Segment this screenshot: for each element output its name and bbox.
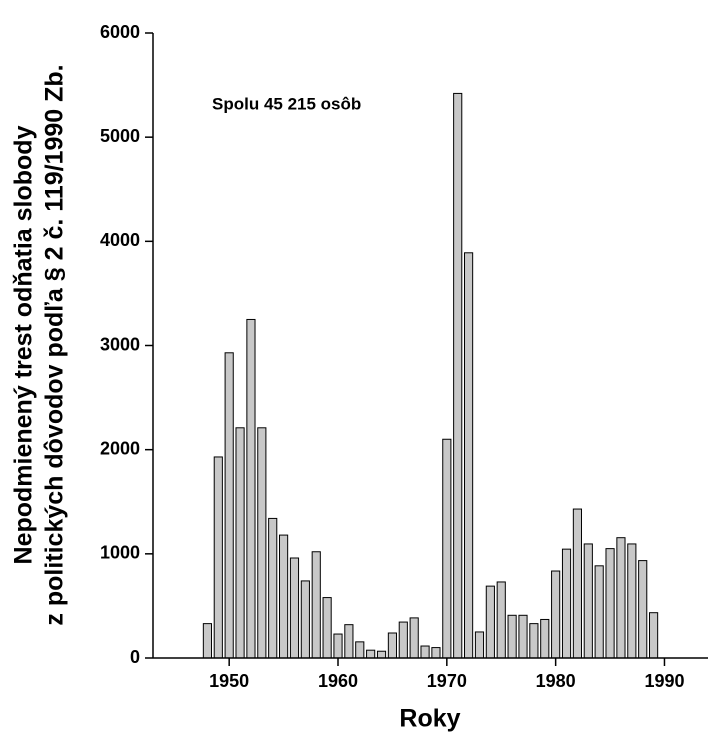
bar bbox=[551, 570, 561, 659]
bar bbox=[442, 438, 452, 659]
x-tick-label: 1960 bbox=[318, 671, 358, 691]
bar bbox=[420, 645, 430, 659]
bar bbox=[431, 647, 441, 659]
y-tick-label: 1000 bbox=[100, 543, 140, 563]
bar bbox=[507, 614, 517, 659]
bar bbox=[605, 548, 615, 659]
bar bbox=[518, 614, 528, 659]
bar bbox=[289, 557, 300, 659]
bar bbox=[409, 617, 419, 659]
bar bbox=[322, 597, 332, 659]
bar bbox=[638, 560, 648, 659]
bar bbox=[453, 92, 463, 659]
bar bbox=[649, 612, 659, 659]
bar bbox=[583, 543, 593, 659]
bar bbox=[387, 632, 397, 659]
y-tick-label: 4000 bbox=[100, 230, 140, 250]
bar bbox=[268, 517, 278, 659]
bar bbox=[616, 537, 626, 659]
y-tick-label: 6000 bbox=[100, 22, 140, 42]
bar bbox=[627, 543, 637, 659]
bar bbox=[529, 623, 539, 659]
bar bbox=[376, 650, 387, 659]
bar bbox=[333, 633, 343, 659]
x-tick-label: 1970 bbox=[427, 671, 467, 691]
y-tick-label: 0 bbox=[130, 647, 140, 667]
bar bbox=[202, 623, 212, 659]
annotation: Spolu 45 215 osôb bbox=[212, 94, 361, 113]
x-tick-label: 1990 bbox=[644, 671, 684, 691]
bar bbox=[224, 352, 234, 659]
y-tick-label: 3000 bbox=[100, 334, 140, 354]
bar bbox=[344, 624, 354, 659]
bar bbox=[496, 581, 506, 659]
x-tick-label: 1980 bbox=[536, 671, 576, 691]
bar bbox=[474, 631, 485, 659]
x-tick-label: 1950 bbox=[209, 671, 249, 691]
y-axis-title: Nepodmienený trest odňatia slobody bbox=[10, 125, 38, 564]
bar bbox=[311, 551, 321, 659]
bar bbox=[485, 585, 495, 659]
bar bbox=[213, 456, 223, 659]
y-axis-title: z politických dôvodov podľa § 2 č. 119/1… bbox=[41, 64, 69, 625]
bar bbox=[464, 252, 474, 659]
bar bbox=[235, 427, 245, 659]
bar bbox=[572, 508, 582, 659]
bar bbox=[257, 427, 267, 659]
bar bbox=[279, 534, 289, 659]
bar bbox=[246, 318, 256, 659]
y-tick-label: 2000 bbox=[100, 438, 140, 458]
bar bbox=[594, 565, 604, 659]
bar bbox=[540, 618, 550, 659]
bar bbox=[355, 641, 365, 659]
y-tick-label: 5000 bbox=[100, 126, 140, 146]
bar bbox=[300, 580, 310, 659]
x-axis-title: Roky bbox=[399, 705, 460, 733]
bar bbox=[366, 649, 376, 659]
bar bbox=[398, 621, 408, 659]
bar bbox=[561, 548, 572, 659]
